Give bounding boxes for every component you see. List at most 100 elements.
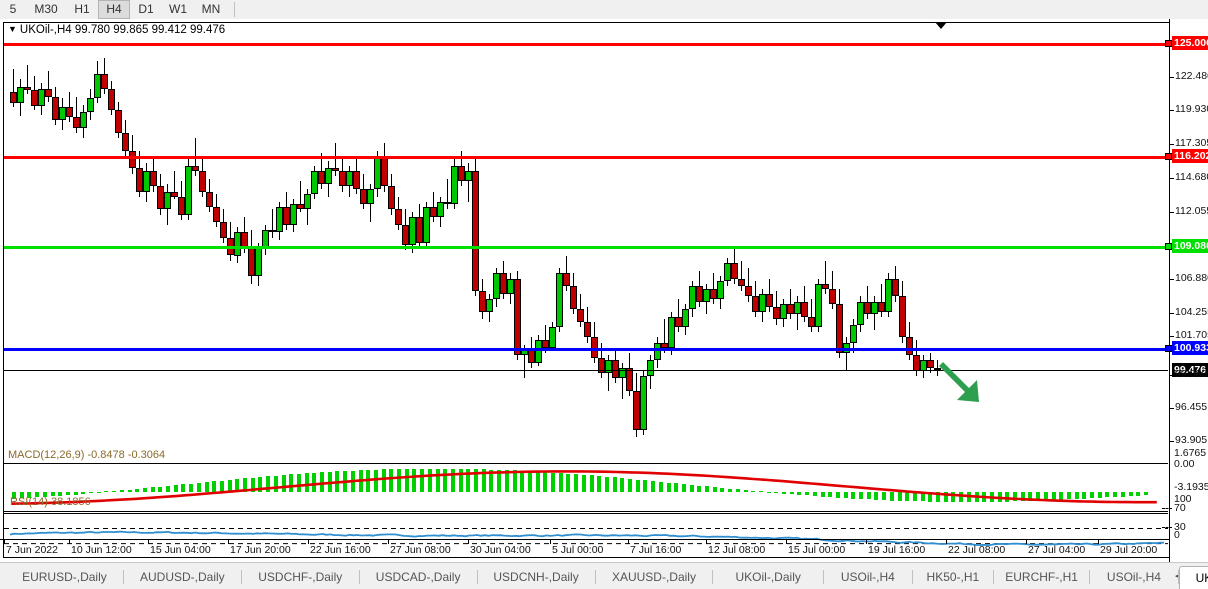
macd-histogram-bar: [1105, 492, 1110, 498]
tab-separator: [911, 570, 913, 584]
symbol-tab-usoil--h4[interactable]: USOil-,H4: [1106, 570, 1161, 584]
level-handle[interactable]: [1165, 153, 1172, 160]
level-line-resistance-116[interactable]: [4, 156, 1168, 159]
time-tick-label: 29 Jul 20:00: [1100, 544, 1158, 556]
price-tag-109.080[interactable]: 109.080: [1172, 239, 1208, 253]
timeframe-5[interactable]: 5: [9, 2, 17, 16]
price-pane[interactable]: [4, 23, 1168, 441]
symbol-tab-eurchf--h1[interactable]: EURCHF-,H1: [1005, 570, 1078, 584]
collapse-triangle-icon[interactable]: ▼: [8, 24, 17, 34]
time-tick-label: 17 Jun 20:00: [230, 544, 291, 556]
macd-pane[interactable]: [4, 463, 1168, 512]
chart-top-marker[interactable]: [935, 23, 947, 29]
macd-histogram-bar: [743, 490, 748, 492]
symbol-tab-usdcnh--daily[interactable]: USDCNH-,Daily: [493, 570, 579, 584]
symbol-tab-ukoil--daily[interactable]: UKOil-,Daily: [735, 570, 801, 584]
price-tick-label: 119.930: [1175, 103, 1208, 115]
macd-histogram-bar: [219, 480, 224, 492]
symbol-tab-ukoil--h4[interactable]: UKOil-,H4: [1178, 566, 1208, 589]
macd-histogram-bar: [782, 492, 786, 494]
macd-histogram-bar: [273, 475, 278, 492]
tab-separator: [122, 570, 124, 584]
macd-histogram-bar: [920, 492, 925, 502]
symbol-tab-hk50--h1[interactable]: HK50-,H1: [926, 570, 980, 584]
symbol-tab-usdchf--daily[interactable]: USDCHF-,Daily: [258, 570, 343, 584]
macd-histogram-bar: [581, 474, 586, 492]
macd-histogram-bar: [427, 468, 432, 492]
time-tick-mark: [946, 540, 947, 544]
level-handle[interactable]: [1165, 40, 1172, 47]
macd-histogram-bar: [551, 472, 555, 492]
price-axis[interactable]: 125.006 122.480 119.930 117.305116.202 114.6…: [1162, 19, 1208, 562]
time-tick-label: 19 Jul 16:00: [868, 544, 926, 556]
macd-histogram-bar: [127, 489, 132, 492]
macd-histogram-bar: [936, 492, 940, 502]
timeframe-d1[interactable]: D1: [138, 2, 154, 16]
tab-separator: [712, 570, 714, 584]
macd-histogram-bar: [181, 484, 186, 492]
time-tick-mark: [4, 540, 5, 544]
macd-histogram-bar: [889, 492, 894, 501]
macd-histogram-bar: [212, 481, 217, 492]
level-line-current-price[interactable]: [4, 370, 1168, 371]
macd-histogram-bar: [589, 475, 594, 492]
macd-histogram-bar: [96, 492, 101, 493]
macd-histogram-bar: [574, 474, 579, 492]
macd-histogram-bar: [142, 488, 147, 492]
timeframe-w1[interactable]: W1: [169, 2, 187, 16]
price-tag-99.476[interactable]: 99.476: [1172, 363, 1208, 377]
macd-histogram-bar: [620, 478, 625, 492]
symbol-tab-eurusd--daily[interactable]: EURUSD-,Daily: [22, 570, 107, 584]
macd-tick-label: 0.00: [1174, 458, 1195, 470]
rsi-pane[interactable]: [4, 513, 1168, 558]
price-tick-label: 96.455: [1175, 401, 1208, 413]
rsi-label: RSI(14) 38.1856: [10, 496, 91, 508]
timeframe-mn[interactable]: MN: [201, 2, 221, 16]
macd-histogram-bar: [843, 492, 848, 499]
macd-histogram-bar: [266, 476, 271, 492]
macd-histogram-bar: [820, 492, 825, 497]
macd-histogram-bar: [443, 468, 448, 492]
timeframe-h4[interactable]: H4: [98, 0, 130, 19]
macd-histogram-bar: [381, 469, 386, 492]
axis-tick-mark: [1170, 313, 1174, 314]
rsi-tick-label: 100: [1174, 493, 1192, 505]
level-line-resistance-125[interactable]: [4, 43, 1168, 46]
macd-histogram-bar: [227, 479, 232, 492]
timeframe-toolbar: 5 M30 H1 H4 D1 W1 MN: [0, 0, 1208, 20]
price-tag-116.202[interactable]: 116.202: [1172, 149, 1208, 163]
macd-histogram-bar: [1074, 492, 1079, 500]
symbol-tab-audusd--daily[interactable]: AUDUSD-,Daily: [139, 570, 225, 584]
macd-histogram-bar: [874, 492, 879, 500]
level-handle[interactable]: [1165, 243, 1172, 250]
rsi-tick-label: 70: [1174, 502, 1186, 514]
macd-histogram-bar: [458, 468, 463, 492]
symbol-tab-xauusd--daily[interactable]: XAUUSD-,Daily: [611, 570, 696, 584]
macd-histogram-bar: [158, 486, 163, 492]
level-handle[interactable]: [1165, 345, 1172, 352]
chart-header: ▼ UKOil-,H4 99.780 99.865 99.412 99.476: [8, 24, 225, 36]
price-tag-100.933[interactable]: 100.933: [1172, 341, 1208, 355]
timeframe-m30[interactable]: M30: [34, 2, 58, 16]
symbol-tab-usdcad--daily[interactable]: USDCAD-,Daily: [375, 570, 461, 584]
timeframe-h1[interactable]: H1: [74, 2, 90, 16]
time-tick-mark: [550, 540, 551, 544]
macd-histogram-bar: [566, 473, 571, 492]
down-arrow-annotation[interactable]: [939, 358, 985, 409]
time-tick-label: 30 Jun 04:00: [470, 544, 531, 556]
chart-frame[interactable]: [0, 19, 1208, 562]
time-axis[interactable]: 7 Jun 2022 10 Jun 12:00 15 Jun 04:00 17 Jun…: [0, 539, 1169, 563]
symbol-tab-usoil--h4[interactable]: USOil-,H4: [840, 570, 895, 584]
macd-histogram-bar: [435, 468, 440, 492]
macd-histogram-bar: [204, 482, 209, 492]
price-tag-125.006[interactable]: 125.006: [1172, 36, 1208, 50]
price-tick-label: 93.905: [1175, 434, 1208, 446]
rsi-level-dash: [1162, 527, 1172, 528]
macd-histogram-bar: [135, 488, 140, 492]
macd-histogram-bar: [797, 492, 802, 495]
macd-histogram-bar: [189, 483, 194, 492]
level-line-support-109[interactable]: [4, 246, 1168, 249]
price-tick-label: 101.705: [1175, 329, 1208, 341]
level-line-pivot-100[interactable]: [4, 348, 1168, 351]
